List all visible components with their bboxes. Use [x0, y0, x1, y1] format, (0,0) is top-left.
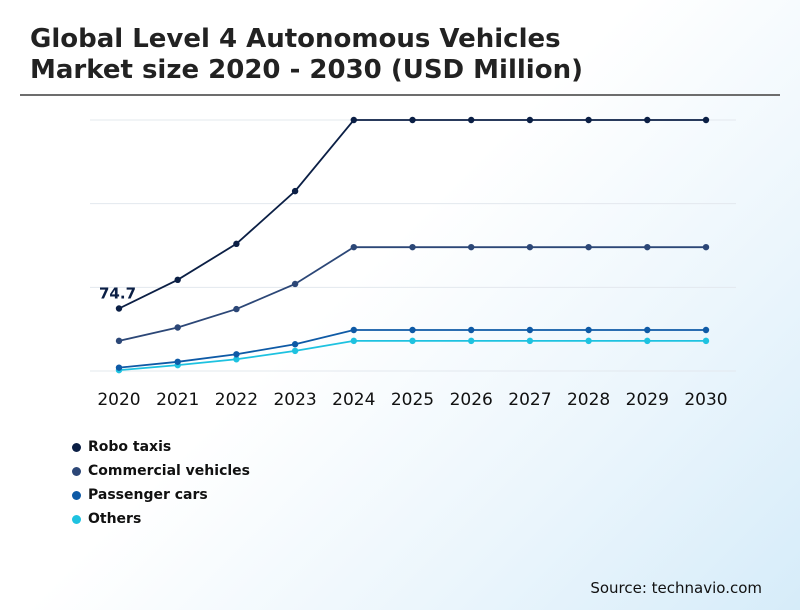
data-point [409, 326, 416, 334]
x-tick-label: 2027 [508, 390, 551, 410]
data-point [585, 243, 592, 251]
data-point [233, 356, 240, 363]
x-tick-label: 2028 [567, 390, 610, 410]
source-credit: Source: technavio.com [590, 579, 762, 597]
data-point [468, 326, 475, 334]
data-point [409, 116, 416, 124]
series-line [118, 339, 706, 372]
data-point [291, 341, 299, 348]
data-point [702, 243, 710, 251]
data-point [585, 326, 592, 334]
chart-title: Global Level 4 Autonomous Vehicles Marke… [30, 24, 583, 86]
data-point [526, 337, 534, 345]
data-label: 74.7 [99, 285, 136, 303]
data-point [468, 243, 475, 251]
legend-item: Robo taxis [72, 435, 250, 459]
series-line [118, 119, 706, 310]
data-point [468, 337, 475, 345]
data-point [585, 337, 592, 345]
data-point [174, 358, 181, 365]
data-point [350, 243, 357, 251]
legend-label: Commercial vehicles [88, 463, 250, 479]
x-tick-label: 2030 [684, 390, 727, 410]
legend-marker-icon [72, 442, 81, 452]
data-point [291, 347, 299, 355]
x-tick-label: 2022 [215, 390, 258, 410]
data-point [644, 243, 651, 251]
chart-title-line-2: Market size 2020 - 2030 (USD Million) [30, 55, 583, 85]
chart-title-line-1: Global Level 4 Autonomous Vehicles [30, 24, 561, 54]
legend-label: Robo taxis [88, 439, 172, 455]
data-point [702, 116, 710, 124]
data-point [174, 276, 181, 284]
data-point [350, 337, 357, 345]
data-point [115, 364, 123, 371]
data-point [233, 351, 240, 358]
data-point [115, 337, 123, 345]
data-point [526, 243, 534, 251]
data-point [526, 326, 534, 334]
data-point [233, 305, 240, 313]
x-tick-label: 2020 [97, 390, 140, 410]
data-point [468, 116, 475, 124]
data-point [350, 116, 357, 124]
data-point [409, 337, 416, 345]
line-chart: 2020 2021 2022 2023 2024 2025 2026 2027 2028 2029… [90, 116, 736, 410]
data-point [644, 326, 651, 334]
data-point [174, 324, 181, 331]
data-point [291, 187, 299, 195]
x-tick-label: 2026 [450, 390, 493, 410]
chart-legend: Robo taxis Commercial vehicles Passenger c… [72, 435, 250, 531]
data-point [526, 116, 534, 124]
legend-marker-icon [72, 514, 81, 524]
legend-marker-icon [72, 466, 81, 476]
title-divider [20, 94, 780, 96]
legend-label: Others [88, 511, 142, 527]
data-point [585, 116, 592, 124]
x-tick-label: 2029 [626, 390, 669, 410]
legend-label: Passenger cars [88, 487, 208, 503]
data-point [409, 243, 416, 251]
legend-item: Commercial vehicles [72, 459, 250, 483]
data-point [233, 240, 240, 248]
x-tick-label: 2024 [332, 390, 375, 410]
x-tick-label: 2021 [156, 390, 199, 410]
legend-item: Passenger cars [72, 483, 250, 507]
data-point [702, 337, 710, 345]
x-tick-label: 2025 [391, 390, 434, 410]
data-point [644, 337, 651, 345]
data-point [644, 116, 651, 124]
data-point [350, 326, 357, 334]
x-tick-label: 2023 [273, 390, 316, 410]
legend-marker-icon [72, 490, 81, 500]
data-point [702, 326, 710, 334]
data-point [115, 305, 123, 312]
data-point [291, 280, 299, 288]
legend-item: Others [72, 507, 250, 531]
